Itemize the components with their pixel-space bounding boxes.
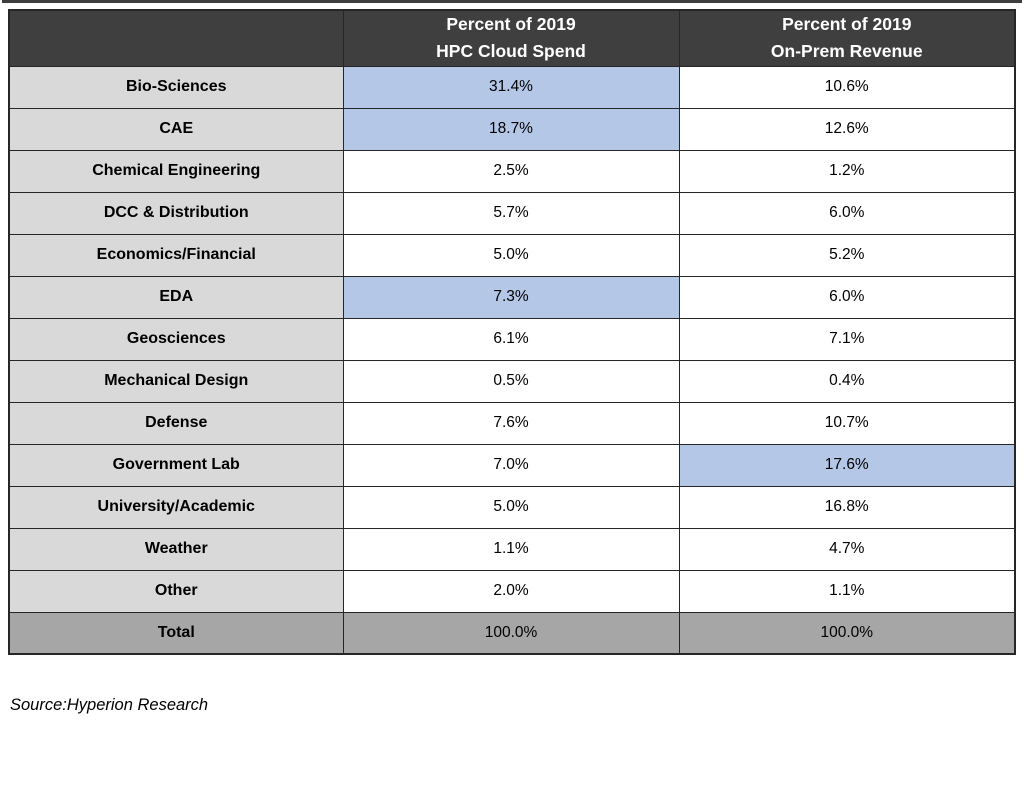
onprem-value: 7.1%	[678, 317, 1016, 361]
column-header-onprem: Percent of 2019 On-Prem Revenue	[678, 9, 1016, 67]
row-label: Weather	[8, 527, 344, 571]
row-label: Government Lab	[8, 443, 344, 487]
row-label: Mechanical Design	[8, 359, 344, 403]
table-header: Percent of 2019 HPC Cloud Spend Percent …	[8, 9, 1016, 67]
table-row: Government Lab 7.0% 17.6%	[8, 443, 1016, 487]
cloud-value: 6.1%	[342, 317, 680, 361]
table-row: Other 2.0% 1.1%	[8, 569, 1016, 613]
table-row: Defense 7.6% 10.7%	[8, 401, 1016, 445]
total-label: Total	[8, 611, 344, 655]
table-row: Weather 1.1% 4.7%	[8, 527, 1016, 571]
table-row: DCC & Distribution 5.7% 6.0%	[8, 191, 1016, 235]
cloud-value: 7.0%	[342, 443, 680, 487]
onprem-value: 5.2%	[678, 233, 1016, 277]
cloud-value: 5.7%	[342, 191, 680, 235]
corner-header-cell	[8, 9, 344, 67]
row-label: CAE	[8, 107, 344, 151]
cloud-value: 31.4%	[342, 65, 680, 109]
onprem-value: 10.6%	[678, 65, 1016, 109]
cloud-value: 1.1%	[342, 527, 680, 571]
table-footer: Total 100.0% 100.0%	[8, 611, 1016, 655]
table-row: Economics/Financial 5.0% 5.2%	[8, 233, 1016, 277]
table-row: EDA 7.3% 6.0%	[8, 275, 1016, 319]
row-label: Defense	[8, 401, 344, 445]
top-divider	[2, 0, 1022, 3]
table-row: Chemical Engineering 2.5% 1.2%	[8, 149, 1016, 193]
onprem-value: 4.7%	[678, 527, 1016, 571]
total-onprem-value: 100.0%	[678, 611, 1016, 655]
total-row: Total 100.0% 100.0%	[8, 611, 1016, 655]
row-label: Economics/Financial	[8, 233, 344, 277]
onprem-value: 6.0%	[678, 191, 1016, 235]
table-row: Bio-Sciences 31.4% 10.6%	[8, 65, 1016, 109]
row-label: Chemical Engineering	[8, 149, 344, 193]
row-label: Other	[8, 569, 344, 613]
header-row: Percent of 2019 HPC Cloud Spend Percent …	[8, 9, 1016, 67]
cloud-value: 7.6%	[342, 401, 680, 445]
cloud-value: 5.0%	[342, 485, 680, 529]
onprem-value: 16.8%	[678, 485, 1016, 529]
onprem-value: 0.4%	[678, 359, 1016, 403]
onprem-value: 6.0%	[678, 275, 1016, 319]
cloud-value: 0.5%	[342, 359, 680, 403]
table-row: University/Academic 5.0% 16.8%	[8, 485, 1016, 529]
row-label: Bio-Sciences	[8, 65, 344, 109]
row-label: DCC & Distribution	[8, 191, 344, 235]
onprem-value: 10.7%	[678, 401, 1016, 445]
cloud-value: 2.5%	[342, 149, 680, 193]
row-label: EDA	[8, 275, 344, 319]
onprem-value: 1.2%	[678, 149, 1016, 193]
row-label: University/Academic	[8, 485, 344, 529]
total-cloud-value: 100.0%	[342, 611, 680, 655]
cloud-value: 2.0%	[342, 569, 680, 613]
column-header-cloud: Percent of 2019 HPC Cloud Spend	[342, 9, 680, 67]
onprem-value: 17.6%	[678, 443, 1016, 487]
table-row: Geosciences 6.1% 7.1%	[8, 317, 1016, 361]
onprem-value: 1.1%	[678, 569, 1016, 613]
row-label: Geosciences	[8, 317, 344, 361]
cloud-value: 5.0%	[342, 233, 680, 277]
table-row: CAE 18.7% 12.6%	[8, 107, 1016, 151]
cloud-value: 18.7%	[342, 107, 680, 151]
source-note: Source:Hyperion Research	[10, 696, 209, 714]
table-row: Mechanical Design 0.5% 0.4%	[8, 359, 1016, 403]
cloud-value: 7.3%	[342, 275, 680, 319]
onprem-value: 12.6%	[678, 107, 1016, 151]
table-body: Bio-Sciences 31.4% 10.6% CAE 18.7% 12.6%…	[8, 65, 1016, 613]
hpc-spend-table: Percent of 2019 HPC Cloud Spend Percent …	[8, 9, 1016, 655]
